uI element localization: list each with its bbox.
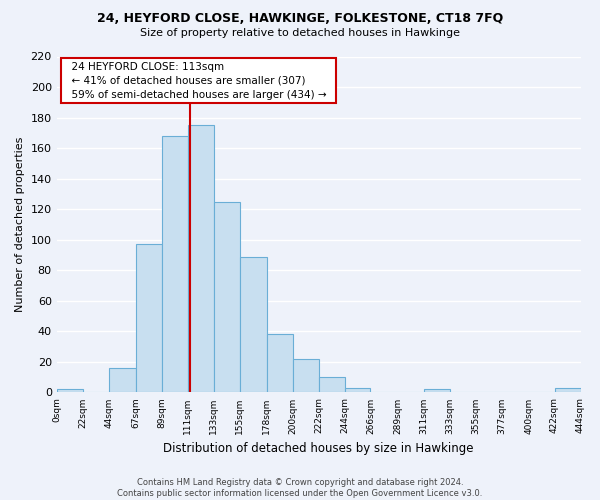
Bar — [319, 377, 344, 392]
Bar — [56, 390, 83, 392]
Bar — [344, 388, 370, 392]
X-axis label: Distribution of detached houses by size in Hawkinge: Distribution of detached houses by size … — [163, 442, 474, 455]
Text: 24, HEYFORD CLOSE, HAWKINGE, FOLKESTONE, CT18 7FQ: 24, HEYFORD CLOSE, HAWKINGE, FOLKESTONE,… — [97, 12, 503, 26]
Bar — [136, 244, 161, 392]
Bar — [554, 388, 581, 392]
Bar — [424, 390, 449, 392]
Text: Contains HM Land Registry data © Crown copyright and database right 2024.
Contai: Contains HM Land Registry data © Crown c… — [118, 478, 482, 498]
Bar — [109, 368, 136, 392]
Bar — [239, 256, 266, 392]
Bar — [161, 136, 188, 392]
Bar — [188, 125, 214, 392]
Text: Size of property relative to detached houses in Hawkinge: Size of property relative to detached ho… — [140, 28, 460, 38]
Bar — [293, 359, 319, 392]
Bar — [214, 202, 239, 392]
Bar — [266, 334, 293, 392]
Y-axis label: Number of detached properties: Number of detached properties — [15, 137, 25, 312]
Text: 24 HEYFORD CLOSE: 113sqm
  ← 41% of detached houses are smaller (307)
  59% of s: 24 HEYFORD CLOSE: 113sqm ← 41% of detach… — [65, 62, 332, 100]
